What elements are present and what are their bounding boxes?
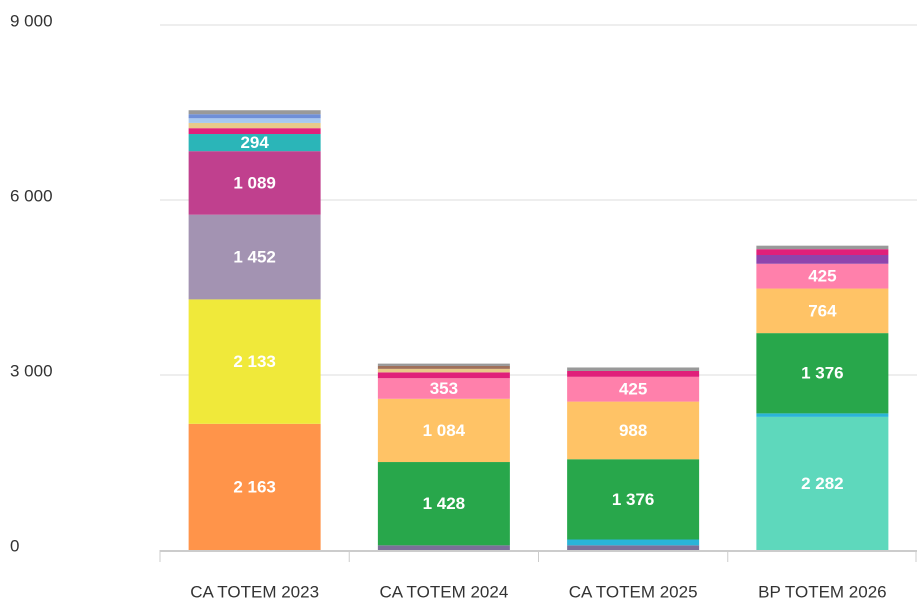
bar-segment [377, 363, 510, 366]
x-tick-label: CA TOTEM 2023 [190, 582, 319, 601]
bar-segment [188, 423, 321, 550]
bar-segment [188, 114, 321, 119]
bar-segment [567, 376, 700, 402]
bar-segment [188, 110, 321, 115]
bar-segment [756, 413, 889, 417]
bar-segment [756, 288, 889, 334]
bar-segment [567, 459, 700, 540]
data-label: 1 376 [612, 490, 655, 509]
bar-segment [756, 245, 889, 250]
bar-segment [567, 545, 700, 550]
bar-segment [756, 249, 889, 256]
bar-segment [377, 545, 510, 550]
bar-segment [567, 401, 700, 460]
bar-segment [756, 416, 889, 550]
bar-segment [188, 134, 321, 152]
data-label: 425 [808, 267, 836, 286]
bar-segment [188, 214, 321, 300]
data-label: 2 133 [233, 352, 276, 371]
data-label: 1 452 [233, 248, 276, 267]
data-label: 353 [430, 379, 458, 398]
bar-segment [567, 539, 700, 546]
bar-segment [188, 299, 321, 424]
x-tick-label: CA TOTEM 2025 [569, 582, 698, 601]
data-label: 2 282 [801, 474, 844, 493]
data-label: 764 [808, 301, 837, 320]
bar-segment [567, 370, 700, 377]
y-tick-label: 9 000 [10, 11, 53, 30]
bar-segment [188, 122, 321, 129]
bar-segment [377, 368, 510, 373]
bar-segment [377, 365, 510, 369]
x-tick-label: CA TOTEM 2024 [379, 582, 508, 601]
y-tick-label: 0 [10, 536, 19, 555]
data-label: 425 [619, 380, 647, 399]
bar-segment [377, 462, 510, 546]
x-tick-label: BP TOTEM 2026 [758, 582, 887, 601]
bar-segment [188, 128, 321, 135]
data-label: 988 [619, 421, 647, 440]
bar-segment [188, 118, 321, 123]
data-label: 1 089 [233, 173, 276, 192]
y-tick-label: 3 000 [10, 361, 53, 380]
data-label: 294 [240, 133, 269, 152]
bar-segment [377, 378, 510, 399]
bar-segment [377, 398, 510, 463]
bar-segment [756, 333, 889, 414]
data-label: 2 163 [233, 477, 276, 496]
bar-segment [756, 263, 889, 289]
bar-segment [567, 367, 700, 371]
y-tick-label: 6 000 [10, 186, 53, 205]
bar-segment [377, 372, 510, 379]
bar-segment [188, 151, 321, 215]
data-label: 1 084 [423, 421, 466, 440]
bar-segment [756, 255, 889, 264]
data-label: 1 376 [801, 364, 844, 383]
data-label: 1 428 [423, 494, 466, 513]
